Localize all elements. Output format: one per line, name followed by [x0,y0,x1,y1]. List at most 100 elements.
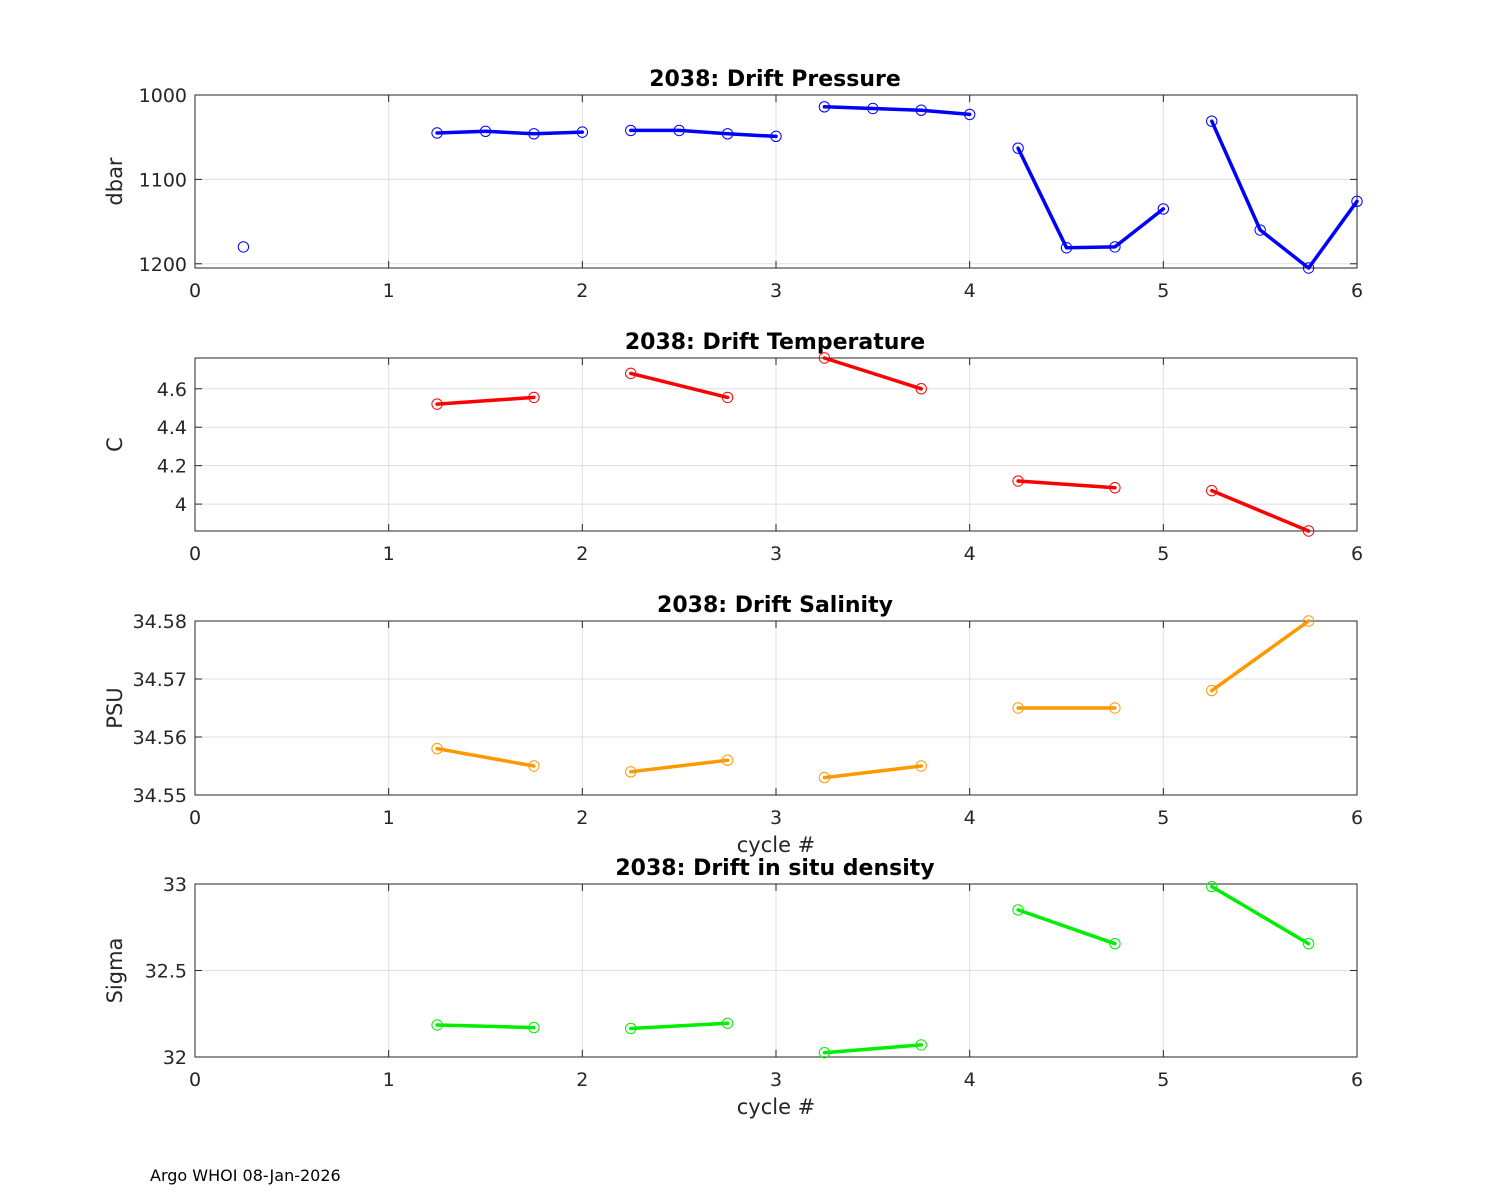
series-line [822,1043,924,1055]
data-point [721,128,734,140]
data-point [1157,203,1170,215]
chart-title: 2038: Drift Salinity [657,593,893,618]
x-tick-label: 0 [189,543,201,565]
x-tick-label: 6 [1351,280,1363,302]
x-tick-label: 3 [770,1069,782,1091]
data-point [431,1019,443,1031]
x-tick-label: 0 [189,807,201,829]
data-point [1109,241,1121,253]
data-point [867,102,879,115]
data-point [1254,224,1266,236]
data-point [1206,880,1218,893]
x-tick-label: 4 [964,280,976,302]
data-point [576,126,589,138]
series-line [435,1023,536,1030]
y-tick-label: 4 [175,494,187,516]
data-point [1302,615,1315,627]
x-tick-label: 1 [383,280,395,302]
data-point [673,124,685,137]
y-tick-label: 4.2 [157,456,187,478]
data-point [431,742,443,755]
data-point [625,766,637,778]
chart-title: 2038: Drift in situ density [615,856,934,881]
series-line [822,356,924,391]
data-point [818,1046,831,1059]
y-tick-label: 34.57 [133,669,187,691]
chart-title: 2038: Drift Temperature [625,330,925,355]
data-point [1206,115,1218,127]
series-line [629,1021,730,1031]
series-line [435,395,536,406]
x-axis-label: cycle # [737,1095,816,1119]
data-point [1109,482,1121,494]
y-tick-label: 4.6 [157,379,187,401]
y-tick-label: 4.4 [157,417,187,439]
data-point [1012,475,1024,487]
y-tick-label: 32 [163,1047,187,1069]
data-point [1206,684,1218,697]
x-tick-label: 4 [964,807,976,829]
x-tick-label: 5 [1157,543,1169,565]
data-point [915,1039,927,1051]
y-tick-label: 1200 [139,254,187,276]
data-point [1351,195,1363,208]
y-tick-label: 34.55 [133,785,187,807]
data-point [721,391,734,404]
data-point [721,754,734,766]
data-point [818,352,831,364]
y-tick-label: 1100 [139,169,187,191]
x-tick-label: 0 [189,280,201,302]
chart-title: 2038: Drift Pressure [649,67,901,92]
subplot-3: 0 1 2 3 4 5 6 34.55 34.56 34.57 34.58 2038: Drift S… [103,593,1363,857]
y-axis-label: C [103,437,127,452]
data-point [625,1022,637,1035]
series-line [629,128,778,139]
data-point [528,128,540,140]
data-point [1060,242,1073,254]
x-tick-label: 2 [576,543,588,565]
series-line [435,746,536,768]
x-tick-label: 3 [770,543,782,565]
data-point [431,127,443,139]
data-point [1206,484,1218,497]
series-line [1210,488,1311,533]
data-point [625,367,637,380]
data-point [770,130,782,143]
subplot-4: 0 1 2 3 4 5 6 32 32.5 33 2038: Drift in situ densi… [103,856,1363,1119]
series-line [629,371,730,400]
y-tick-label: 34.58 [133,611,187,633]
x-tick-label: 6 [1351,1069,1363,1091]
x-tick-label: 3 [770,807,782,829]
x-tick-label: 5 [1157,807,1169,829]
x-tick-label: 5 [1157,1069,1169,1091]
x-axis-label: cycle # [737,833,816,857]
y-tick-label: 34.56 [133,727,187,749]
series-line [1210,884,1311,946]
x-tick-label: 6 [1351,807,1363,829]
series-line [822,764,924,780]
x-tick-label: 5 [1157,280,1169,302]
data-point [528,1021,540,1034]
series-line [435,129,585,136]
series-line [1016,146,1166,250]
subplot-2: 0 1 2 3 4 5 6 4 4.2 4.4 4.6 2038: Drift Temperature… [103,330,1363,565]
y-tick-label: 1000 [139,85,187,107]
x-tick-label: 2 [576,280,588,302]
x-tick-label: 1 [383,1069,395,1091]
series-line [1016,479,1117,490]
y-axis-label: dbar [103,157,127,206]
data-point [479,125,492,137]
data-point [818,101,831,113]
data-point [1109,702,1121,714]
y-tick-label: 32.5 [145,961,187,983]
data-point [1302,262,1315,274]
data-point [915,383,927,395]
y-axis-label: PSU [103,687,127,728]
data-point [625,124,637,137]
data-point [1302,525,1315,537]
x-tick-label: 4 [964,543,976,565]
data-point [1012,904,1024,916]
footer-credit: Argo WHOI 08-Jan-2026 [150,1166,341,1185]
data-point [528,760,540,772]
